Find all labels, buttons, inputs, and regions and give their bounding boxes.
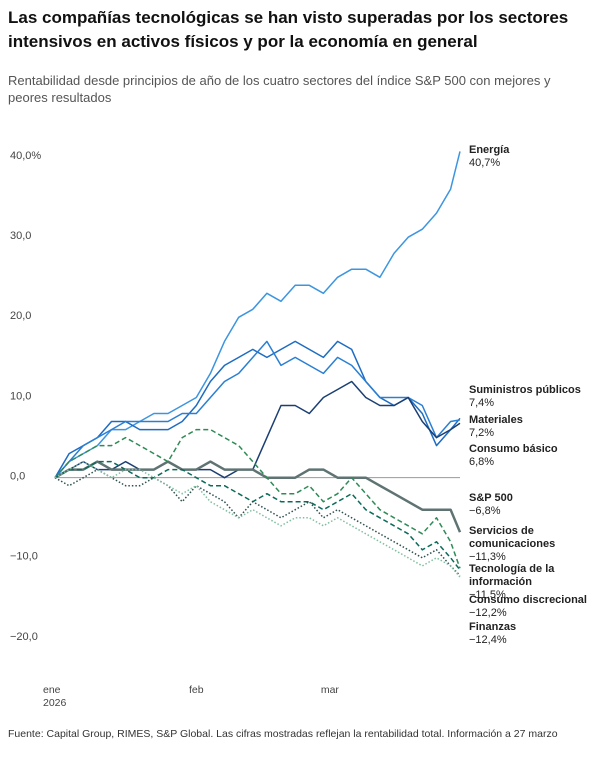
x-tick-label: mar — [320, 684, 339, 696]
x-tick-label: feb — [188, 684, 204, 696]
y-tick-label: 40,0% — [10, 150, 41, 162]
legend-entry: Tecnología de la información — [469, 563, 555, 588]
y-tick-label: −20,0 — [10, 631, 38, 643]
series-line — [54, 460, 461, 578]
y-tick-label: 20,0 — [10, 310, 31, 322]
end-value-label: −11,5% — [469, 589, 506, 601]
series-line — [54, 151, 461, 479]
series-line — [54, 460, 462, 533]
legend-entry: Finanzas — [469, 621, 517, 633]
series-line — [54, 460, 461, 571]
end-value-label: 7,4% — [469, 397, 495, 409]
series-line — [54, 380, 461, 479]
legend-entry: Energía — [469, 144, 510, 156]
y-tick-label: 10,0 — [10, 390, 31, 402]
series-line — [54, 468, 461, 577]
end-label: Energía 40,7% — [469, 144, 587, 170]
end-label: Tecnología de la información −11,5% — [469, 563, 587, 602]
end-value-label: −11,3% — [469, 551, 506, 563]
legend-entry: Consumo básico — [469, 443, 558, 455]
end-value-label: −12,4% — [469, 634, 507, 646]
end-label: Finanzas −12,4% — [469, 621, 587, 647]
legend-entry: Suministros públicos — [469, 384, 581, 396]
end-value-label: −12,2% — [469, 607, 507, 619]
y-tick-label: 0,0 — [10, 471, 25, 483]
end-label: Suministros públicos 7,4% — [469, 384, 587, 410]
series-line — [54, 428, 461, 569]
end-value-label: −6,8% — [469, 505, 501, 517]
x-tick-label: ene 2026 — [43, 684, 67, 709]
end-value-label: 7,2% — [469, 427, 495, 439]
legend-entry: S&P 500 — [469, 492, 513, 504]
end-label: Consumo discrecional −12,2% — [469, 594, 587, 620]
end-label: Servicios de comunicaciones −11,3% — [469, 525, 587, 564]
legend-entry: Materiales — [469, 414, 523, 426]
legend-entry: Servicios de comunicaciones — [469, 525, 556, 550]
y-tick-label: −10,0 — [10, 551, 38, 563]
source-note: Fuente: Capital Group, RIMES, S&P Global… — [8, 728, 558, 740]
end-value-label: 40,7% — [469, 157, 501, 169]
series-line — [54, 340, 461, 479]
end-label: Materiales 7,2% — [469, 414, 587, 440]
y-tick-label: 30,0 — [10, 230, 31, 242]
end-value-label: 6,8% — [469, 456, 495, 468]
end-label: S&P 500 −6,8% — [469, 492, 587, 518]
chart-title: Las compañías tecnológicas se han visto … — [8, 8, 569, 51]
chart-subtitle: Rentabilidad desde principios de año de … — [8, 73, 551, 105]
end-label: Consumo básico 6,8% — [469, 443, 587, 469]
legend-entry: Consumo discrecional — [469, 594, 587, 606]
